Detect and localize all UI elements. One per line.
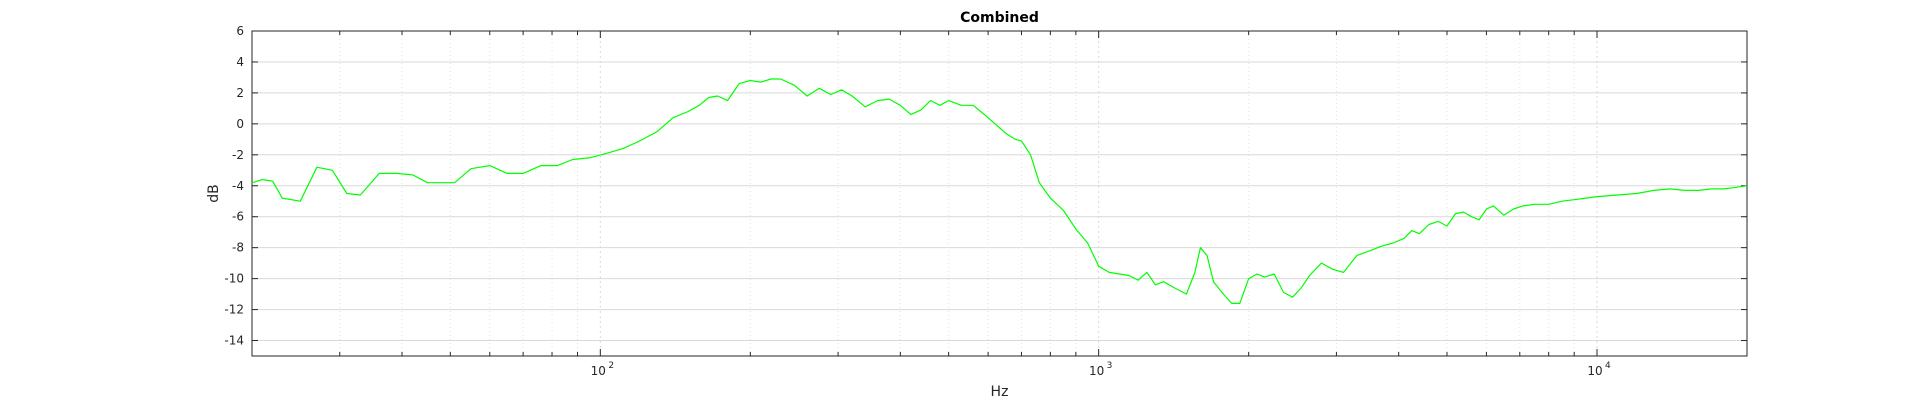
y-tick-label: -6	[232, 210, 244, 224]
x-tick-label: 10	[591, 364, 606, 378]
y-tick-label: -4	[232, 179, 244, 193]
y-tick-label: -14	[224, 334, 244, 348]
y-tick-label: 0	[236, 117, 244, 131]
y-tick-label: 6	[236, 24, 244, 38]
y-tick-label: -12	[224, 303, 244, 317]
x-axis-label: Hz	[991, 384, 1009, 400]
x-tick-label: 10	[1089, 364, 1104, 378]
plot-area	[251, 30, 1748, 357]
grid	[251, 30, 1748, 356]
axis-ticks	[251, 30, 1748, 356]
y-tick-label: -2	[232, 148, 244, 162]
y-tick-label: -10	[224, 272, 244, 286]
y-tick-label: -8	[232, 241, 244, 255]
x-tick-label: 10	[1587, 364, 1602, 378]
x-tick-exponent: 4	[1605, 361, 1611, 371]
chart-title: Combined	[960, 10, 1039, 26]
series-line	[251, 78, 1748, 304]
x-tick-exponent: 2	[608, 361, 614, 371]
series-layer	[251, 78, 1748, 304]
x-tick-exponent: 3	[1107, 361, 1113, 371]
y-axis-label: dB	[206, 184, 222, 203]
y-tick-label: 2	[236, 86, 244, 100]
y-tick-label: 4	[236, 55, 244, 69]
